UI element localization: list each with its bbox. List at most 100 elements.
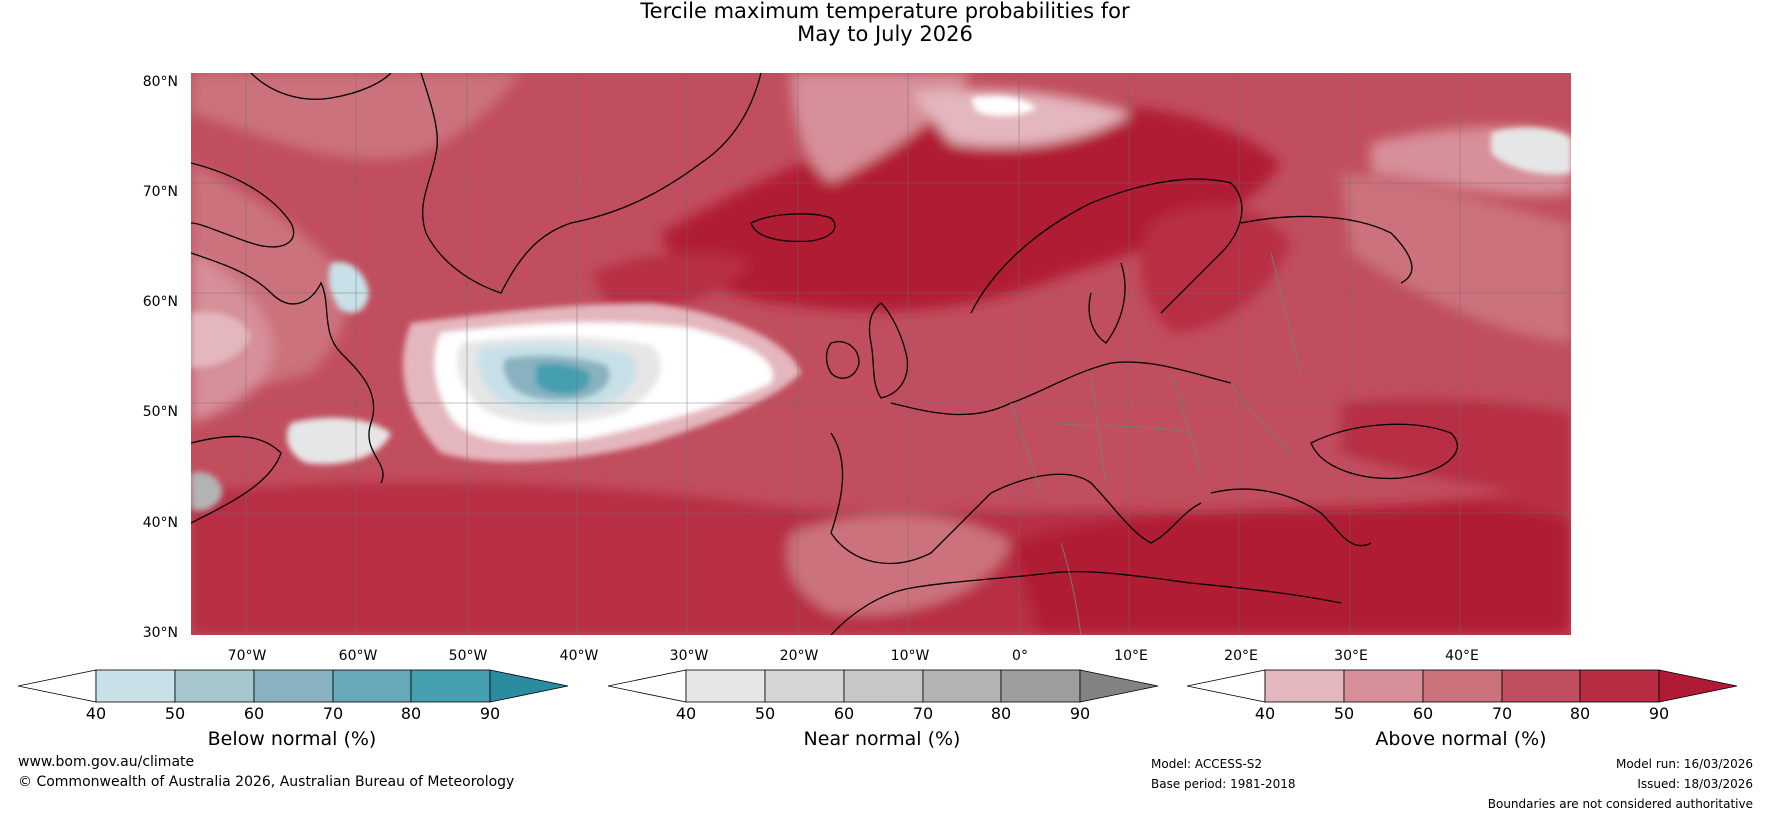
colorbar-above-normal <box>1187 669 1737 703</box>
region-newfoundland-grey <box>286 417 391 465</box>
cbar-below-tick-40: 40 <box>85 704 107 723</box>
lat-label-50n: 50°N <box>142 404 178 420</box>
footer-website: www.bom.gov.au/climate <box>18 754 195 770</box>
coast-north-europe <box>890 361 1232 416</box>
lon-label-10w: 10°W <box>890 648 930 664</box>
lon-label-40w: 40°W <box>559 648 599 664</box>
coast-ireland <box>825 341 860 379</box>
country-borders <box>1010 252 1302 635</box>
chart-title: Tercile maximum temperature probabilitie… <box>0 0 1770 46</box>
cbar-near-seg-4 <box>922 669 1002 703</box>
region-north-atlantic-hot <box>661 103 1281 312</box>
cbar-below-tick-90: 90 <box>479 704 501 723</box>
lat-label-30n: 30°N <box>142 625 178 641</box>
cbar-above-tick-70: 70 <box>1491 704 1513 723</box>
footer-model: Model: ACCESS-S2 <box>1151 757 1263 771</box>
cbar-below-seg-4 <box>332 669 412 703</box>
cbar-above-seg-3 <box>1422 669 1503 703</box>
region-russia-north <box>1341 173 1571 343</box>
region-below-strong <box>536 363 591 395</box>
region-mediterranean-hot <box>1011 503 1571 635</box>
title-line-2: May to July 2026 <box>797 22 973 46</box>
coast-iberia <box>830 432 992 565</box>
cbar-near-under <box>608 669 687 703</box>
cbar-below-seg-2 <box>174 669 255 703</box>
region-east-coast-grey <box>191 472 222 511</box>
cbar-above-seg-1 <box>1264 669 1345 703</box>
coast-greenland <box>420 73 762 294</box>
coast-labrador <box>191 252 384 484</box>
coastlines <box>191 73 1458 635</box>
cbar-near-seg-5 <box>1000 669 1081 703</box>
title-line-1: Tercile maximum temperature probabilitie… <box>640 0 1130 23</box>
graticule <box>191 73 1571 635</box>
cbar-below-seg-1 <box>95 669 176 703</box>
cbar-below-tick-60: 60 <box>243 704 265 723</box>
probability-map <box>191 73 1571 635</box>
cbar-above-tick-60: 60 <box>1412 704 1434 723</box>
cbar-near-tick-60: 60 <box>833 704 855 723</box>
border-4 <box>1230 382 1292 454</box>
region-black-sea <box>1341 398 1571 493</box>
lon-label-40e: 40°E <box>1445 648 1479 664</box>
cbar-near-seg-1 <box>685 669 766 703</box>
region-iberia-west <box>787 514 1011 615</box>
coast-arctic-canada <box>250 73 392 100</box>
cbar-below-under <box>18 669 97 703</box>
region-quebec-light <box>191 311 251 368</box>
coast-italy <box>990 473 1202 544</box>
footer-copyright: © Commonwealth of Australia 2026, Austra… <box>18 774 515 790</box>
border-3 <box>1170 372 1202 474</box>
cbar-above-tick-80: 80 <box>1569 704 1591 723</box>
border-2 <box>1090 372 1107 484</box>
lat-label-40n: 40°N <box>142 515 178 531</box>
cbar-near-title: Near normal (%) <box>803 728 961 750</box>
lon-label-30e: 30°E <box>1334 648 1368 664</box>
region-novaya-grey <box>1491 127 1571 175</box>
cbar-near-tick-80: 80 <box>990 704 1012 723</box>
cbar-above-seg-2 <box>1343 669 1424 703</box>
cbar-near-seg-2 <box>764 669 845 703</box>
cbar-above-over <box>1658 669 1737 703</box>
lon-label-0: 0° <box>1012 648 1028 664</box>
lon-label-70w: 70°W <box>227 648 267 664</box>
region-labrador-cool <box>328 262 369 313</box>
lon-label-60w: 60°W <box>338 648 378 664</box>
coast-black-sea <box>1310 423 1458 480</box>
cbar-above-title: Above normal (%) <box>1375 728 1547 750</box>
cbar-above-seg-4 <box>1501 669 1581 703</box>
cbar-below-tick-70: 70 <box>322 704 344 723</box>
map-panel <box>191 73 1571 635</box>
region-svalbard-white <box>971 96 1036 116</box>
cbar-above-tick-90: 90 <box>1648 704 1670 723</box>
lon-label-20w: 20°W <box>779 648 819 664</box>
lon-label-50w: 50°W <box>448 648 488 664</box>
cbar-below-seg-5 <box>410 669 491 703</box>
region-scandinavia <box>1140 205 1291 333</box>
coast-great-britain <box>868 302 909 399</box>
colorbar-near-normal <box>608 669 1158 703</box>
border-1 <box>1010 402 1042 494</box>
cbar-near-seg-3 <box>843 669 924 703</box>
border-7 <box>1060 542 1082 635</box>
lon-label-10e: 10°E <box>1114 648 1148 664</box>
coast-north-africa <box>830 571 1342 635</box>
coast-iceland <box>750 213 836 243</box>
cbar-above-tick-40: 40 <box>1254 704 1276 723</box>
cbar-below-tick-80: 80 <box>400 704 422 723</box>
lon-label-30w: 30°W <box>669 648 709 664</box>
border-6 <box>1050 422 1192 434</box>
coast-kola <box>1240 215 1413 284</box>
coast-balkans <box>1210 488 1372 547</box>
cbar-above-seg-5 <box>1579 669 1660 703</box>
cbar-above-tick-50: 50 <box>1333 704 1355 723</box>
cbar-above-under <box>1187 669 1266 703</box>
cbar-near-tick-90: 90 <box>1069 704 1091 723</box>
coast-sweden <box>1088 262 1126 344</box>
lat-label-80n: 80°N <box>142 74 178 90</box>
footer-issued: Issued: 18/03/2026 <box>1637 777 1753 791</box>
footer-base-period: Base period: 1981-2018 <box>1151 777 1296 791</box>
footer-model-run: Model run: 16/03/2026 <box>1615 757 1753 771</box>
cbar-below-seg-3 <box>253 669 334 703</box>
coast-baffin <box>191 162 295 248</box>
